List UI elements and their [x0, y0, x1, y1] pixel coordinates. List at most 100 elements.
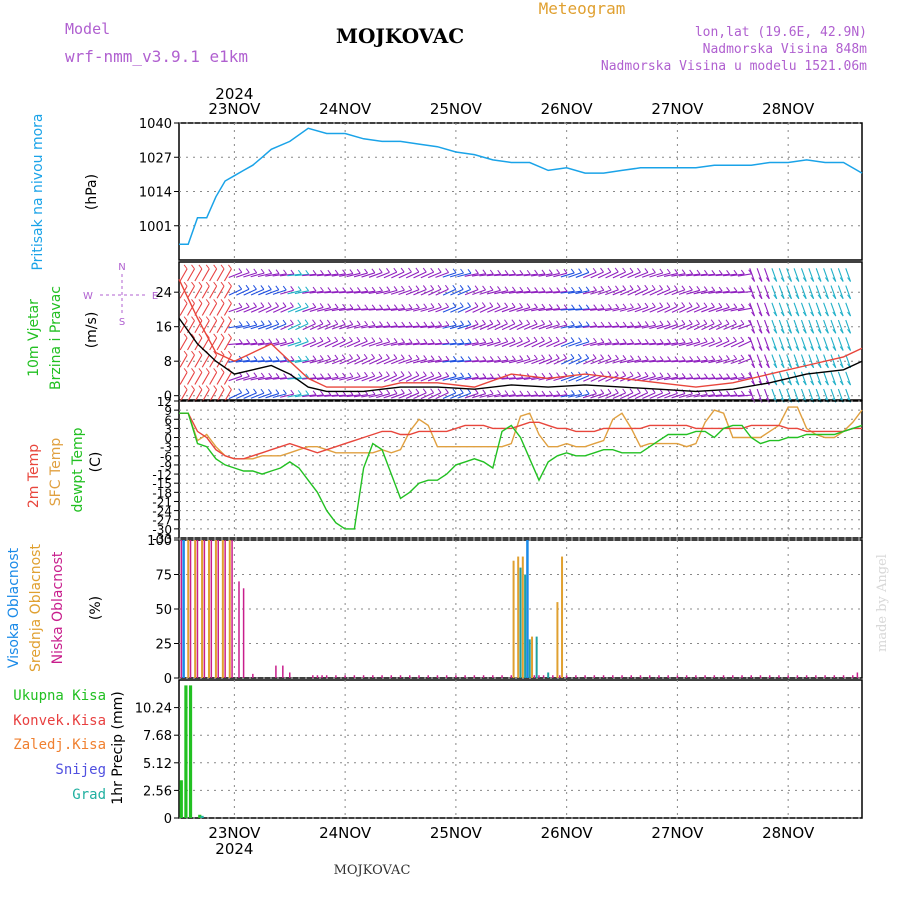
- wind-barb: [516, 323, 530, 331]
- wind-barb-flag: [319, 303, 324, 308]
- x-tick-label-top: 25NOV: [430, 100, 483, 118]
- pressure-ytick-label: 1001: [139, 220, 172, 235]
- wind-barb-flag: [245, 284, 250, 290]
- wind-barb: [604, 325, 619, 328]
- wind-barb: [738, 323, 752, 330]
- wind-barb: [486, 359, 501, 363]
- wind-barb: [605, 358, 619, 364]
- wind-barb: [302, 306, 316, 313]
- wind-barb: [634, 306, 649, 313]
- wind-barb-flag: [810, 346, 815, 351]
- pressure-line: [179, 127, 863, 245]
- wind-barb-flag: [571, 304, 575, 310]
- wind-barb-flag: [408, 267, 412, 273]
- wind-barb-flag: [622, 267, 627, 273]
- wind-barb-flag: [191, 281, 195, 287]
- wind-barb-flag: [253, 388, 257, 394]
- wind-barb-flag: [205, 385, 210, 390]
- wind-barb-flag: [489, 389, 494, 395]
- wind-barb-flag: [526, 303, 531, 308]
- wind-barb: [420, 271, 434, 279]
- wind-barb: [376, 357, 390, 365]
- wind-barb-flag: [445, 339, 450, 344]
- wind-barb: [302, 290, 317, 294]
- wind-barb-flag: [696, 319, 700, 325]
- wind-barb: [331, 376, 346, 381]
- cloud-ytick-label: 0: [164, 672, 172, 687]
- wind-barb: [771, 268, 778, 282]
- wind-barb-flag: [205, 368, 210, 373]
- wind-barb-flag: [585, 353, 590, 359]
- wind-barb-flag: [600, 338, 605, 343]
- wind-barb: [272, 323, 287, 330]
- wind-barb: [398, 271, 412, 279]
- wind-barb: [494, 393, 509, 398]
- wind-barb-flag: [667, 372, 671, 378]
- wind-barb-flag: [555, 336, 560, 342]
- wind-barb: [250, 376, 265, 381]
- wind-barb-flag: [667, 338, 671, 344]
- wind-barb-flag: [246, 320, 250, 326]
- wind-barb-flag: [519, 303, 523, 308]
- wind-barb-flag: [563, 336, 568, 342]
- wind-barb: [324, 273, 339, 277]
- cloud-bar: [231, 540, 233, 678]
- wind-barb-flag: [198, 316, 203, 321]
- wind-barb: [187, 389, 195, 403]
- wind-barb: [201, 285, 210, 299]
- wind-barb: [272, 359, 287, 363]
- wind-barb: [413, 375, 427, 382]
- wind-barb-flag: [765, 346, 770, 351]
- wind-barb-flag: [795, 311, 800, 317]
- wind-barb-flag: [607, 388, 612, 394]
- dewpt-line: [179, 412, 863, 530]
- wind-barb: [700, 377, 715, 380]
- wind-barb-flag: [268, 338, 273, 344]
- wind-barb-flag: [629, 371, 634, 377]
- cloud-bar: [528, 639, 531, 678]
- wind-barb: [179, 268, 188, 282]
- wind-barb: [442, 376, 457, 381]
- wind-barb: [575, 290, 590, 295]
- wind-barb: [383, 289, 398, 295]
- wind-barb: [815, 371, 822, 386]
- wind-barb: [597, 289, 612, 295]
- wind-barb: [701, 341, 715, 347]
- model-label: Model: [65, 20, 110, 38]
- wind-barb-flag: [652, 338, 657, 344]
- wind-barb: [845, 268, 852, 282]
- wind-barb-flag: [622, 338, 627, 344]
- wind-barb-flag: [526, 390, 531, 396]
- precip-title-4: Grad: [72, 787, 106, 803]
- wind-barb: [228, 342, 243, 346]
- wind-barb-flag: [379, 321, 383, 326]
- wind-barb-flag: [497, 355, 502, 361]
- wind-barb: [700, 394, 715, 398]
- wind-barb: [272, 393, 287, 399]
- wind-barb-flag: [758, 277, 763, 282]
- wind-barb: [693, 290, 708, 295]
- wind-barb: [649, 342, 664, 346]
- wind-barb-flag: [430, 285, 435, 290]
- wind-barb: [708, 394, 723, 398]
- wind-barb: [605, 375, 619, 382]
- wind-barb-flag: [489, 373, 494, 378]
- wind-barb-flag: [711, 355, 716, 361]
- wind-barb-flag: [696, 285, 701, 291]
- wind-barb: [815, 268, 822, 282]
- wind-barb-flag: [357, 287, 361, 292]
- wind-barb: [764, 337, 770, 351]
- wind-barb: [287, 323, 301, 331]
- wind-barb: [508, 394, 523, 398]
- wind-barb-flag: [430, 303, 435, 308]
- wind-barb-flag: [726, 373, 730, 378]
- wind-barb: [845, 285, 852, 299]
- wind-barb: [605, 289, 619, 296]
- wind-barb-flag: [385, 371, 390, 376]
- wind-barb-flag: [198, 350, 203, 356]
- wind-barb: [793, 337, 800, 351]
- wind-barb: [671, 376, 686, 380]
- wind-barb: [405, 289, 420, 296]
- wind-barb: [730, 340, 744, 348]
- wind-barb-flag: [637, 321, 642, 327]
